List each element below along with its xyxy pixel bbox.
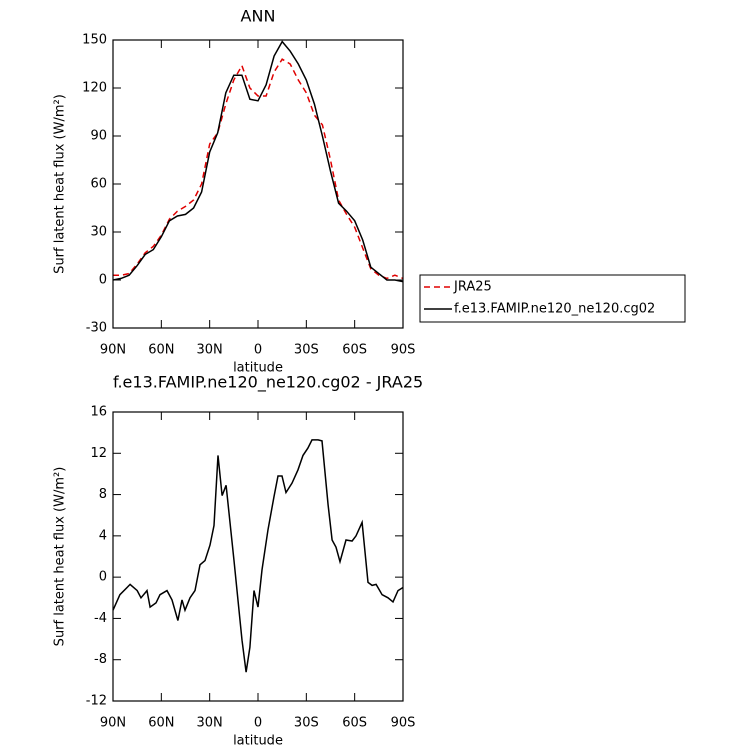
y-tick-label: -12 [86, 694, 107, 709]
plot-frame [112, 39, 404, 329]
x-tick-label: 60N [148, 716, 174, 731]
x-axis-label: latitude [233, 734, 283, 749]
x-tick-label: 90N [100, 343, 126, 358]
x-tick-label: 30S [294, 716, 319, 731]
x-tick-label: 60S [342, 716, 367, 731]
chart-title: ANN [241, 7, 276, 26]
x-tick-label: 30S [294, 343, 319, 358]
y-tick-label: 16 [90, 405, 107, 420]
x-tick-label: 0 [254, 343, 262, 358]
x-tick-label: 30N [197, 343, 223, 358]
diff-line [112, 439, 404, 673]
x-tick-label: 30N [197, 716, 223, 731]
x-tick-label: 0 [254, 716, 262, 731]
y-tick-label: 8 [99, 487, 107, 502]
y-tick-label: 90 [90, 129, 107, 144]
y-tick-label: -8 [94, 652, 107, 667]
y-tick-label: -30 [86, 321, 107, 336]
x-tick-label: 90S [391, 716, 416, 731]
y-tick-label: 30 [90, 225, 107, 240]
x-tick-label: 90N [100, 716, 126, 731]
legend-label: JRA25 [453, 280, 492, 295]
series-line [113, 58, 404, 280]
x-tick-label: 60S [342, 343, 367, 358]
chart-title: f.e13.FAMIP.ne120_ne120.cg02 - JRA25 [113, 373, 423, 393]
y-tick-label: 150 [82, 33, 107, 48]
x-axis-label: latitude [233, 361, 283, 376]
legend-label: f.e13.FAMIP.ne120_ne120.cg02 [454, 302, 655, 317]
y-tick-label: 60 [90, 177, 107, 192]
x-tick-label: 90S [391, 343, 416, 358]
y-tick-label: -4 [94, 611, 107, 626]
y-axis-label: Surf latent heat flux (W/m²) [53, 94, 68, 274]
y-tick-label: 4 [99, 528, 107, 543]
y-tick-label: 0 [99, 570, 107, 585]
x-tick-label: 60N [148, 343, 174, 358]
y-tick-label: 12 [90, 446, 107, 461]
y-tick-label: 120 [82, 81, 107, 96]
y-tick-label: 0 [99, 273, 107, 288]
y-axis-label: Surf latent heat flux (W/m²) [53, 467, 68, 647]
legend-box [419, 274, 686, 323]
plot-frame [112, 411, 404, 702]
series-line [112, 40, 404, 283]
